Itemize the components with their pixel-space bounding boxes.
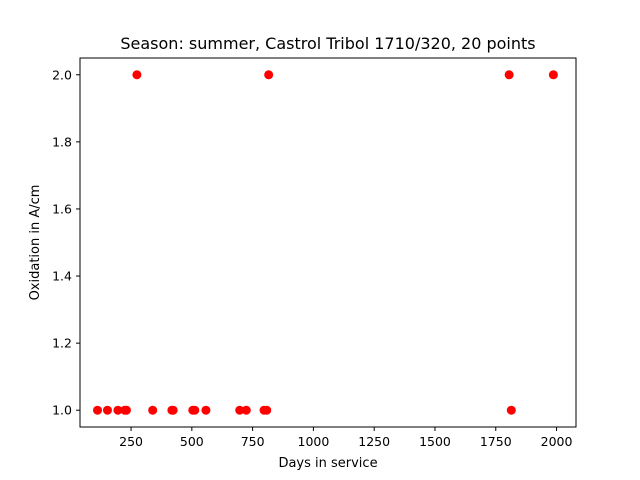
data-point bbox=[121, 405, 131, 415]
x-tick-label: 1750 bbox=[480, 434, 512, 449]
data-point bbox=[113, 405, 123, 415]
y-axis: 1.0 1.2 1.4 1.6 1.8 2.0 bbox=[52, 67, 80, 418]
x-tick-label: 2000 bbox=[541, 434, 573, 449]
data-point bbox=[168, 405, 178, 415]
x-tick-label: 500 bbox=[180, 434, 204, 449]
data-point bbox=[148, 405, 158, 415]
data-point bbox=[506, 405, 516, 415]
data-point bbox=[102, 405, 112, 415]
y-tick-label: 1.8 bbox=[52, 134, 72, 149]
plot-frame bbox=[79, 57, 577, 428]
y-axis-label: Oxidation in A/cm bbox=[28, 185, 43, 301]
y-tick-label: 1.0 bbox=[52, 403, 72, 418]
data-point bbox=[504, 70, 514, 80]
data-point bbox=[190, 405, 200, 415]
data-point bbox=[235, 405, 245, 415]
y-tick-label: 1.4 bbox=[52, 269, 72, 284]
data-point bbox=[132, 70, 142, 80]
data-point bbox=[264, 70, 274, 80]
data-point bbox=[241, 405, 251, 415]
chart-title: Season: summer, Castrol Tribol 1710/320,… bbox=[120, 34, 535, 53]
y-tick-label: 1.6 bbox=[52, 201, 72, 216]
data-point bbox=[548, 70, 558, 80]
plot-area bbox=[93, 70, 558, 415]
x-tick-label: 250 bbox=[119, 434, 143, 449]
data-point bbox=[93, 405, 103, 415]
data-point bbox=[201, 405, 211, 415]
y-tick-label: 2.0 bbox=[52, 67, 72, 82]
x-axis: 250 500 750 1000 1250 1500 1750 2000 bbox=[119, 427, 573, 449]
x-tick-label: 750 bbox=[241, 434, 265, 449]
x-axis-label: Days in service bbox=[278, 456, 377, 471]
data-point bbox=[262, 405, 272, 415]
y-tick-label: 1.2 bbox=[52, 336, 72, 351]
x-tick-label: 1250 bbox=[358, 434, 390, 449]
x-tick-label: 1500 bbox=[419, 434, 451, 449]
x-tick-label: 1000 bbox=[298, 434, 330, 449]
